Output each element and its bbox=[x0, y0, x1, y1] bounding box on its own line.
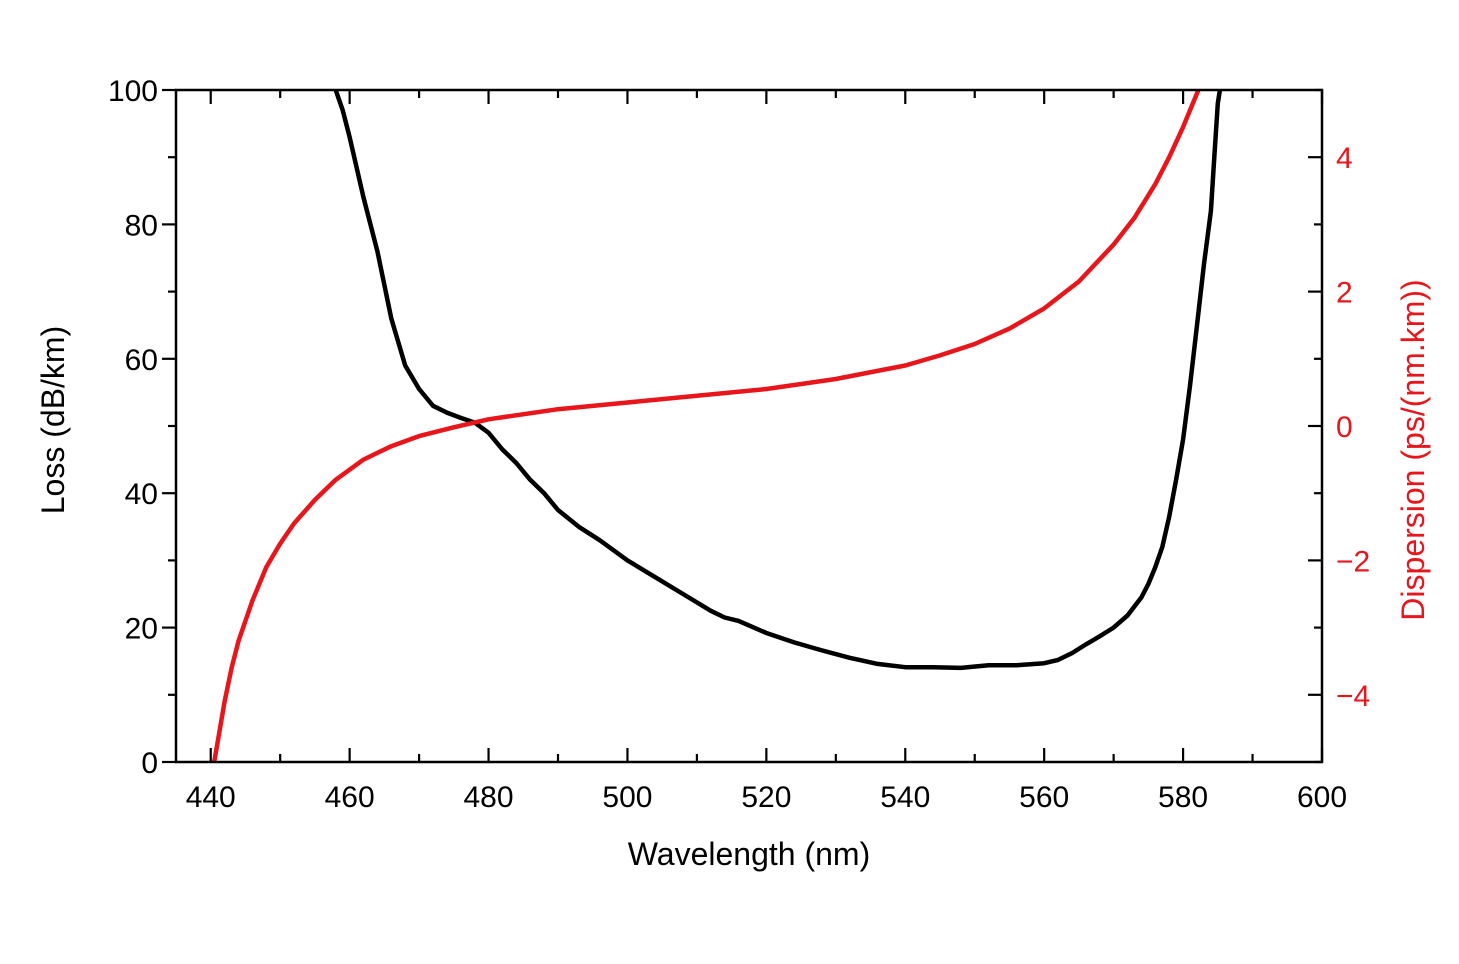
y-right-tick-label: 0 bbox=[1336, 411, 1353, 444]
left-y-axis-title: Loss (dB/km) bbox=[35, 326, 71, 514]
plot-frame bbox=[174, 88, 1324, 764]
right-y-axis-title: Dispersion (ps/(nm.km)) bbox=[1395, 279, 1431, 620]
y-right-tick-label: 4 bbox=[1336, 142, 1353, 175]
tick-labels: 440 460 480 500 520 540 560 580 600020406080100−… bbox=[108, 75, 1370, 814]
y-left-tick-label: 80 bbox=[125, 209, 158, 242]
y-right-tick-label: −2 bbox=[1336, 545, 1370, 578]
y-left-tick-label: 20 bbox=[125, 613, 158, 646]
axis-ticks bbox=[162, 88, 1324, 764]
y-left-tick-label: 40 bbox=[125, 478, 158, 511]
x-tick-label: 500 bbox=[602, 781, 652, 814]
x-axis-title: Wavelength (nm) bbox=[628, 836, 870, 872]
loss-series-line bbox=[333, 90, 1223, 671]
x-tick-label: 460 bbox=[325, 781, 375, 814]
y-right-tick-label: −4 bbox=[1336, 680, 1370, 713]
y-left-tick-label: 0 bbox=[141, 747, 158, 780]
x-tick-label: 520 bbox=[741, 781, 791, 814]
y-left-tick-label: 60 bbox=[125, 344, 158, 377]
x-tick-label: 440 bbox=[186, 781, 236, 814]
x-tick-label: 580 bbox=[1158, 781, 1208, 814]
y-right-tick-label: 2 bbox=[1336, 277, 1353, 310]
x-tick-label: 600 bbox=[1297, 781, 1347, 814]
dispersion-series-line bbox=[211, 90, 1201, 762]
x-tick-label: 560 bbox=[1019, 781, 1069, 814]
series-layer bbox=[211, 90, 1223, 762]
y-left-tick-label: 100 bbox=[108, 75, 158, 108]
x-tick-label: 480 bbox=[464, 781, 514, 814]
x-tick-label: 540 bbox=[880, 781, 930, 814]
